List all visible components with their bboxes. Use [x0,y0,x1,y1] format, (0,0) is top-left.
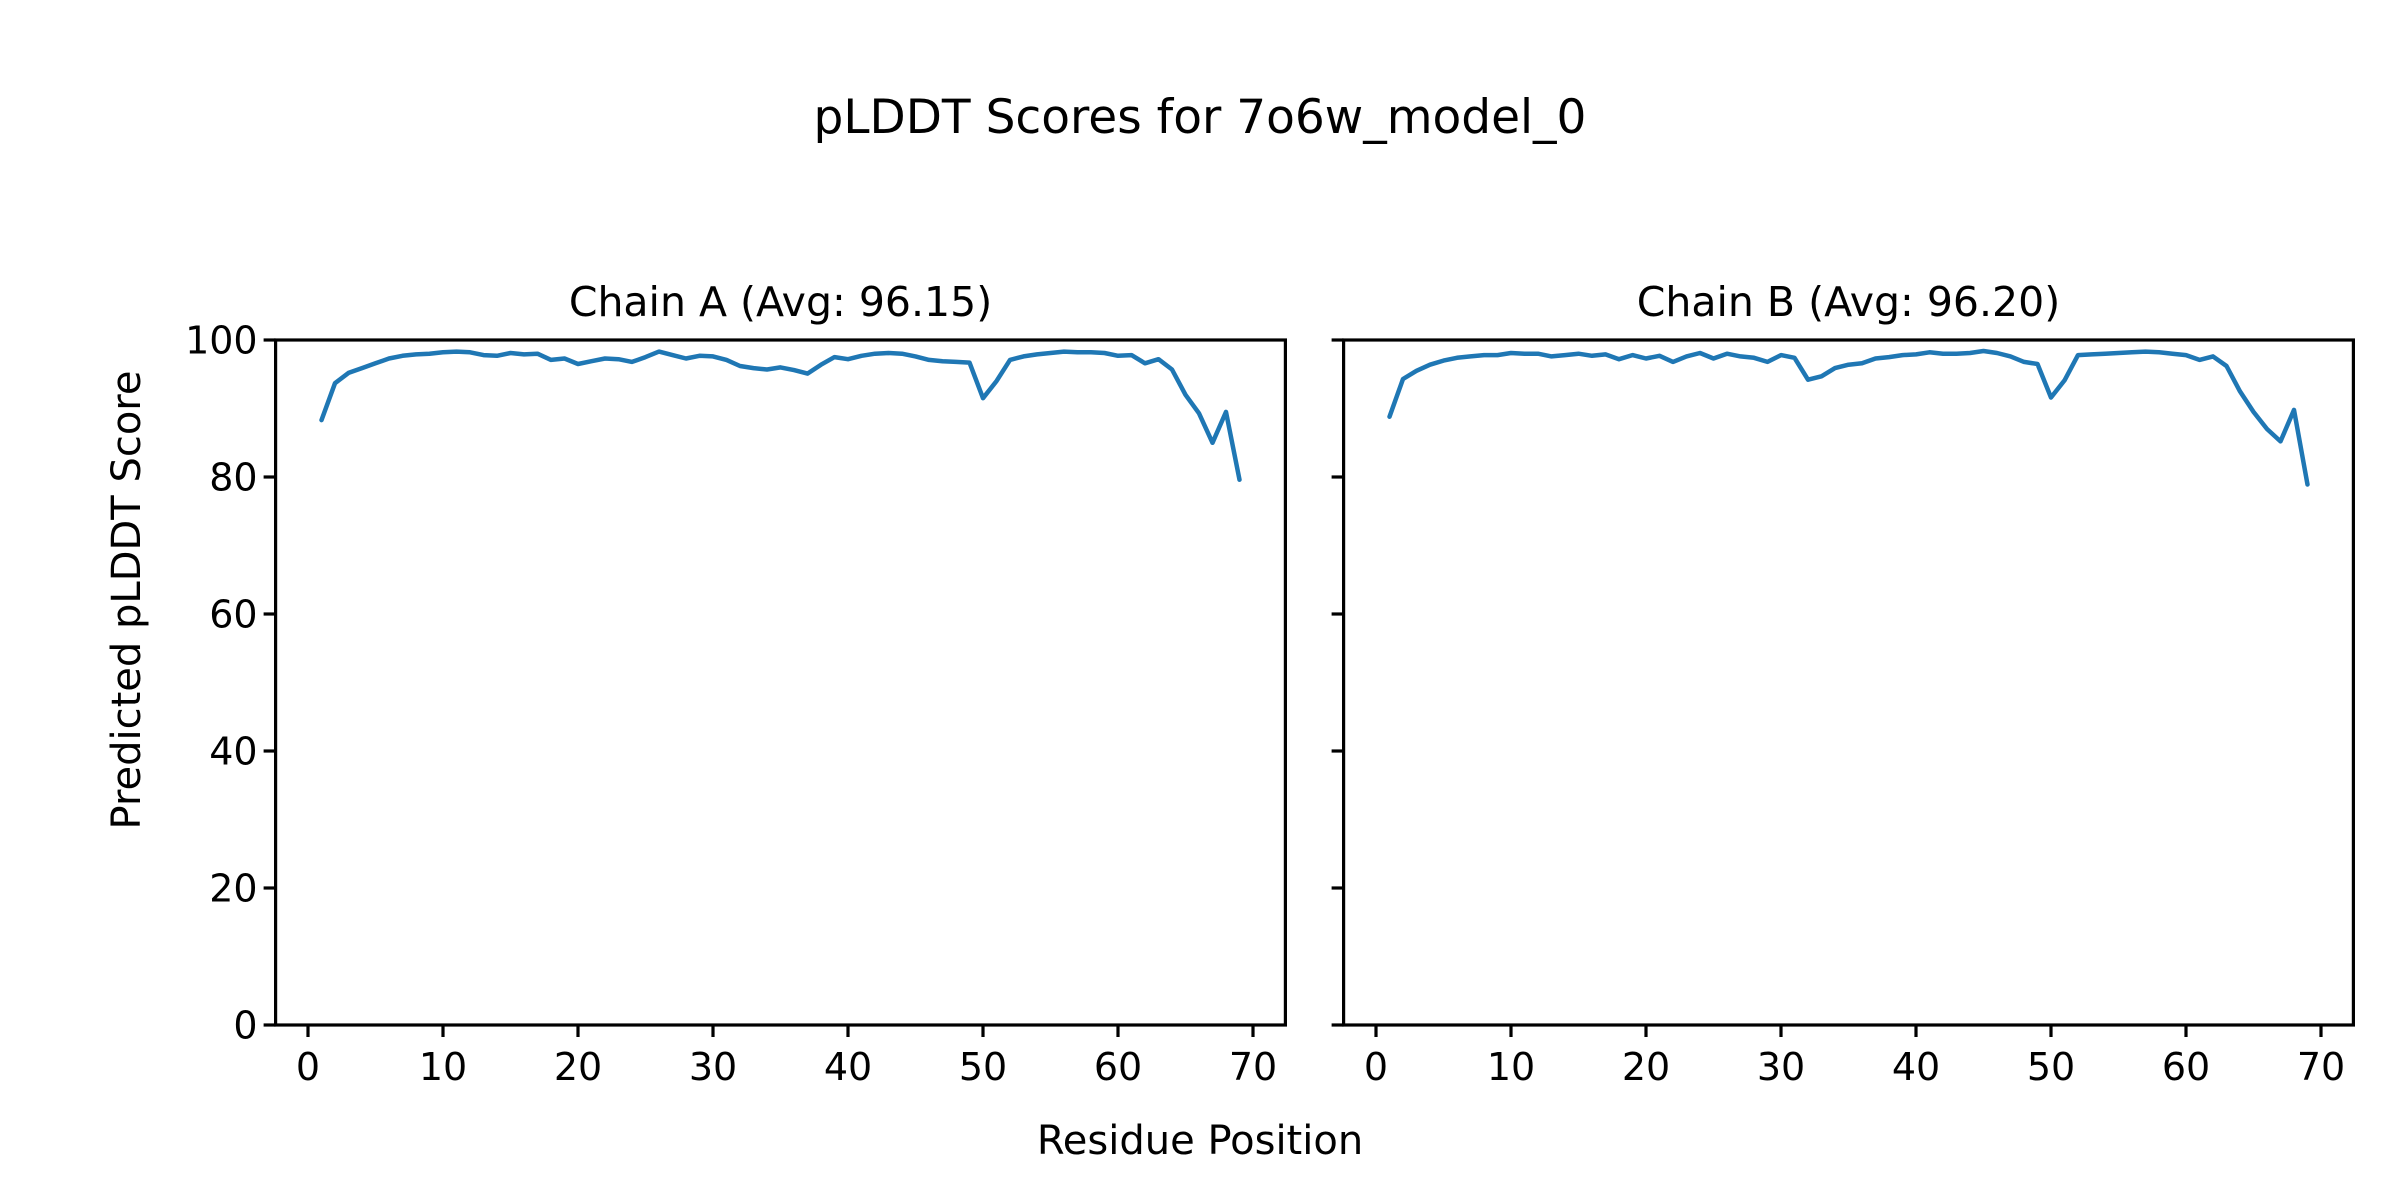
x-tick-label: 20 [1622,1045,1670,1089]
x-tick-label: 30 [1757,1045,1805,1089]
subplot-chain-b: 0 10 20 30 40 50 60 70 Chain B (Avg: 96.20) [1331,278,2355,1089]
x-tick-label: 0 [1364,1045,1388,1089]
axis-ticks-chain-a: 0 10 20 30 40 50 60 70 0 20 40 60 80 100 [185,319,1277,1090]
x-tick-label: 10 [419,1045,467,1089]
subplot-title-chain-a: Chain A (Avg: 96.15) [569,278,992,326]
subplot-title-chain-b: Chain B (Avg: 96.20) [1637,278,2060,326]
x-tick-label: 50 [2027,1045,2075,1089]
plot-area-chain-a [274,338,1287,1027]
x-tick-label: 10 [1487,1045,1535,1089]
x-tick-label: 0 [296,1045,320,1089]
y-tick-label: 40 [209,730,257,774]
x-tick-label: 40 [1892,1045,1940,1089]
y-tick-label: 20 [209,867,257,911]
y-tick-label: 0 [233,1004,257,1048]
x-tick-label: 70 [1229,1045,1277,1089]
x-tick-label: 50 [959,1045,1007,1089]
x-tick-label: 40 [824,1045,872,1089]
x-axis-label: Residue Position [1037,1118,1363,1164]
plddt-line-chain-a [319,349,1242,482]
x-tick-label: 20 [554,1045,602,1089]
subplot-chain-a: 0 10 20 30 40 50 60 70 0 20 40 60 80 100 Chain A (Avg… [185,278,1287,1090]
plot-area-chain-b [1341,338,2355,1027]
axis-ticks-chain-b: 0 10 20 30 40 50 60 70 [1331,338,2345,1089]
y-tick-label: 100 [185,319,258,363]
x-tick-label: 30 [689,1045,737,1089]
plddt-line-chain-b [1387,348,2310,487]
y-tick-label: 80 [209,456,257,500]
x-tick-label: 70 [2297,1045,2345,1089]
x-tick-label: 60 [1094,1045,1142,1089]
x-tick-label: 60 [2162,1045,2210,1089]
figure-title: pLDDT Scores for 7o6w_model_0 [814,90,1587,145]
y-tick-label: 60 [209,593,257,637]
y-axis-label: Predicted pLDDT Score [104,371,150,830]
